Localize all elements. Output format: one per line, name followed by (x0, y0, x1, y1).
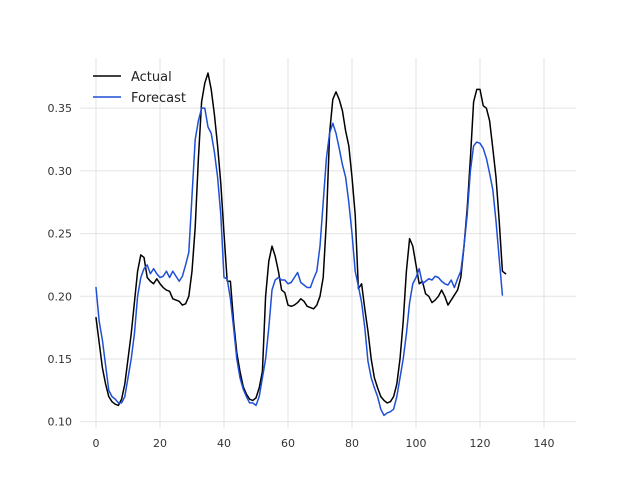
y-axis-ticks: 0.10 0.15 0.20 0.25 0.30 0.35 (48, 102, 73, 429)
x-tick-label: 40 (217, 437, 231, 450)
x-tick-label: 20 (153, 437, 167, 450)
x-tick-label: 0 (93, 437, 100, 450)
legend-label-actual: Actual (131, 70, 172, 85)
x-tick-label: 60 (281, 437, 295, 450)
y-tick-label: 0.25 (48, 228, 73, 241)
x-tick-label: 140 (534, 437, 555, 450)
y-tick-label: 0.35 (48, 102, 73, 115)
x-tick-label: 100 (406, 437, 427, 450)
series-line-forecast (95, 107, 504, 417)
grid (80, 58, 576, 428)
x-tick-label: 120 (470, 437, 491, 450)
y-tick-label: 0.30 (48, 165, 73, 178)
y-tick-label: 0.10 (48, 416, 73, 429)
y-tick-label: 0.20 (48, 290, 73, 303)
series-layer (95, 72, 507, 417)
x-axis-ticks: 0 20 40 60 80 100 120 140 (93, 437, 555, 450)
y-tick-label: 0.15 (48, 353, 73, 366)
x-tick-label: 80 (345, 437, 359, 450)
legend: Actual Forecast (93, 70, 186, 106)
series-line-actual (95, 72, 507, 407)
legend-label-forecast: Forecast (131, 91, 186, 106)
